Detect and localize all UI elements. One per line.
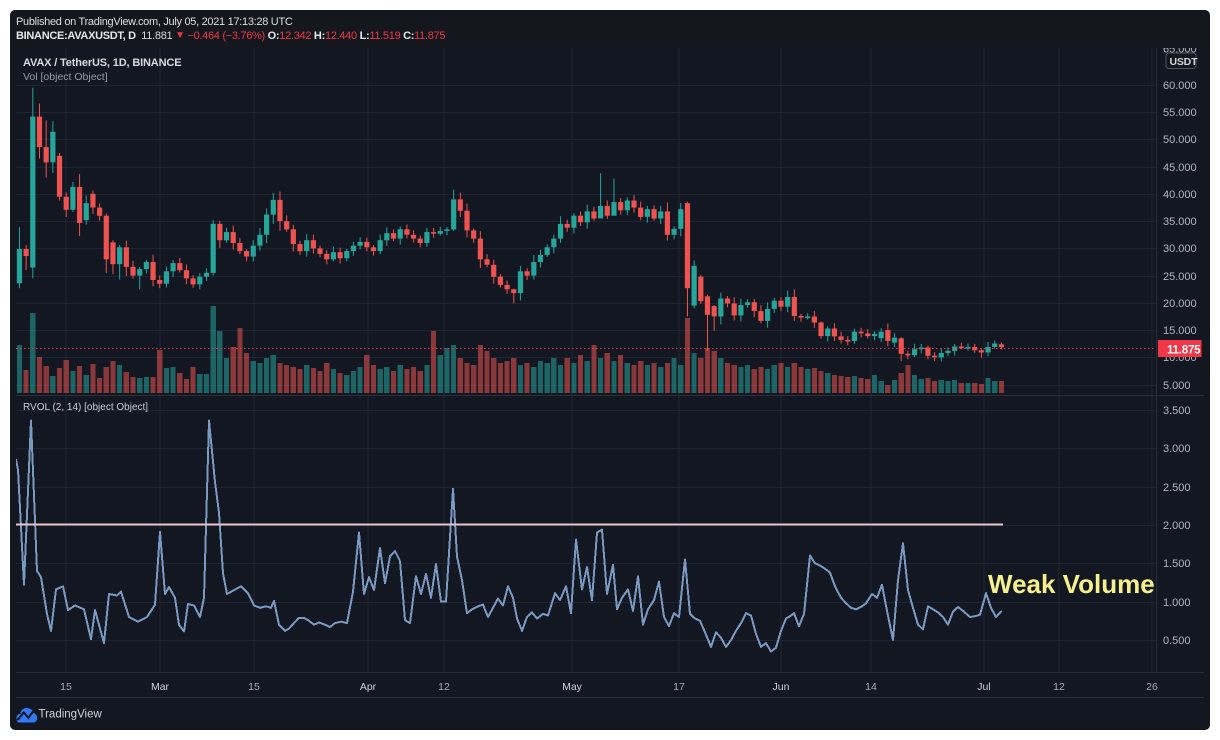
svg-text:0.500: 0.500 xyxy=(1163,635,1191,647)
svg-text:Jun: Jun xyxy=(773,681,790,693)
svg-text:Weak Volume: Weak Volume xyxy=(988,569,1155,599)
svg-text:TradingView: TradingView xyxy=(39,709,103,721)
svg-text:3.500: 3.500 xyxy=(1163,405,1191,417)
svg-text:Jul: Jul xyxy=(977,681,990,693)
svg-text:26: 26 xyxy=(1146,681,1158,693)
svg-text:14: 14 xyxy=(865,681,877,693)
svg-text:12: 12 xyxy=(1053,681,1065,693)
svg-text:15: 15 xyxy=(60,681,72,693)
svg-text:1.000: 1.000 xyxy=(1163,597,1191,609)
svg-text:25.000: 25.000 xyxy=(1163,271,1197,283)
svg-text:20.000: 20.000 xyxy=(1163,298,1197,310)
svg-text:AVAX / TetherUS, 1D, BINANCE: AVAX / TetherUS, 1D, BINANCE xyxy=(23,57,181,69)
svg-text:45.000: 45.000 xyxy=(1163,162,1197,174)
svg-text:Mar: Mar xyxy=(151,681,170,693)
svg-text:Apr: Apr xyxy=(360,681,377,693)
svg-text:50.000: 50.000 xyxy=(1163,134,1197,146)
svg-text:60.000: 60.000 xyxy=(1163,80,1197,92)
svg-text:11.875: 11.875 xyxy=(1167,345,1201,357)
svg-text:65.000: 65.000 xyxy=(1163,48,1197,56)
svg-text:55.000: 55.000 xyxy=(1163,107,1197,119)
svg-text:2.000: 2.000 xyxy=(1163,520,1191,532)
svg-text:3.000: 3.000 xyxy=(1163,443,1191,455)
svg-text:2.500: 2.500 xyxy=(1163,482,1191,494)
svg-text:May: May xyxy=(562,681,583,693)
svg-text:5.000: 5.000 xyxy=(1163,380,1191,392)
svg-text:30.000: 30.000 xyxy=(1163,243,1197,255)
svg-text:RVOL (2, 14) [object Object]: RVOL (2, 14) [object Object] xyxy=(23,402,148,413)
svg-text:Vol [object Object]: Vol [object Object] xyxy=(23,71,108,83)
svg-text:40.000: 40.000 xyxy=(1163,189,1197,201)
svg-text:35.000: 35.000 xyxy=(1163,216,1197,228)
svg-text:15: 15 xyxy=(248,681,260,693)
svg-text:1.500: 1.500 xyxy=(1163,558,1191,570)
svg-text:USDT: USDT xyxy=(1170,56,1199,68)
svg-text:15.000: 15.000 xyxy=(1163,325,1197,337)
svg-text:12: 12 xyxy=(438,681,450,693)
svg-text:17: 17 xyxy=(673,681,685,693)
